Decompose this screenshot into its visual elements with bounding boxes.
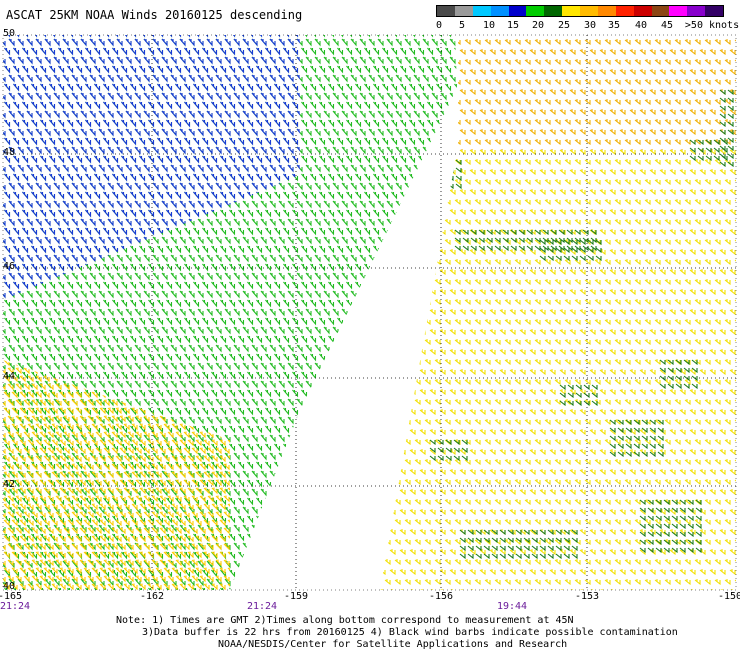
colorbar-segment-7 [562, 6, 580, 16]
note-line-1: Note: 1) Times are GMT 2)Times along bot… [116, 615, 574, 626]
colorbar-segment-11 [633, 6, 652, 16]
green-patch-3 [559, 384, 598, 407]
green-patch-7 [719, 89, 736, 168]
lon-label-159: -159 [283, 591, 309, 602]
colorbar-label-10: 10 [482, 20, 496, 31]
colorbar-segment-2 [472, 6, 491, 16]
lat-label-44: 44 [3, 371, 16, 382]
lon-label-165: -165 [0, 591, 23, 602]
map-title: ASCAT 25KM NOAA Winds 20160125 descendin… [6, 8, 303, 22]
colorbar-segment-4 [508, 6, 527, 16]
colorbar-label-5: 5 [458, 20, 466, 31]
note-line-3: NOAA/NESDIS/Center for Satellite Applica… [218, 639, 568, 650]
note-line-2: 3)Data buffer is 22 hrs from 20160125 4)… [142, 627, 678, 638]
colorbar-label-40: 40 [634, 20, 648, 31]
colorbar-segment-10 [615, 6, 634, 16]
time-label-left: 21:24 [0, 601, 31, 612]
green-patch-5 [639, 499, 702, 554]
lat-label-48: 48 [3, 147, 16, 158]
oR-barbs [458, 35, 736, 150]
colorbar-segment-12 [651, 6, 670, 16]
colorbar-label-25: 25 [557, 20, 571, 31]
colorbar-segment-14 [687, 6, 706, 16]
colorbar-label-35: 35 [607, 20, 621, 31]
time-label-center: 21:24 [246, 601, 278, 612]
lat-label-42: 42 [3, 479, 16, 490]
lat-lon-grid [3, 35, 736, 590]
colorbar-label-15: 15 [506, 20, 520, 31]
green-patch-0 [439, 159, 462, 190]
lat-label-50: 50 [3, 28, 16, 39]
lon-label-162: -162 [139, 591, 165, 602]
right-swath-green-patches [429, 89, 736, 560]
colorbar-segment-3 [490, 6, 509, 16]
green-patch-1 [454, 229, 597, 252]
lat-label-40: 40 [3, 581, 16, 592]
green-patch-6 [659, 359, 698, 390]
lon-label-156: -156 [428, 591, 454, 602]
green-patch-9 [459, 529, 578, 560]
colorbar-segment-15 [705, 6, 723, 16]
colorbar-label-20: 20 [531, 20, 545, 31]
lat-label-46: 46 [3, 261, 16, 272]
colorbar-label-0: 0 [435, 20, 443, 31]
green-patch-4 [609, 419, 664, 458]
green-patch-2 [539, 239, 602, 262]
colorbar-segment-13 [669, 6, 688, 16]
colorbar-segment-9 [597, 6, 616, 16]
colorbar-segment-8 [580, 6, 598, 16]
colorbar-segment-6 [544, 6, 563, 16]
right-swath-orange-field [458, 35, 736, 150]
lon-label-150: -150 [717, 591, 740, 602]
colorbar-label-30: 30 [583, 20, 597, 31]
colorbar-segment-0 [437, 6, 455, 16]
time-label-right: 19:44 [496, 601, 528, 612]
colorbar-segment-1 [454, 6, 473, 16]
colorbar-label-50-knots: >50 knots [684, 20, 740, 31]
colorbar-segment-5 [526, 6, 545, 16]
lon-label-153: -153 [574, 591, 600, 602]
green-patch-8 [689, 139, 728, 162]
wind-speed-colorbar [436, 5, 724, 17]
colorbar-label-45: 45 [660, 20, 674, 31]
green-patch-10 [429, 439, 468, 462]
